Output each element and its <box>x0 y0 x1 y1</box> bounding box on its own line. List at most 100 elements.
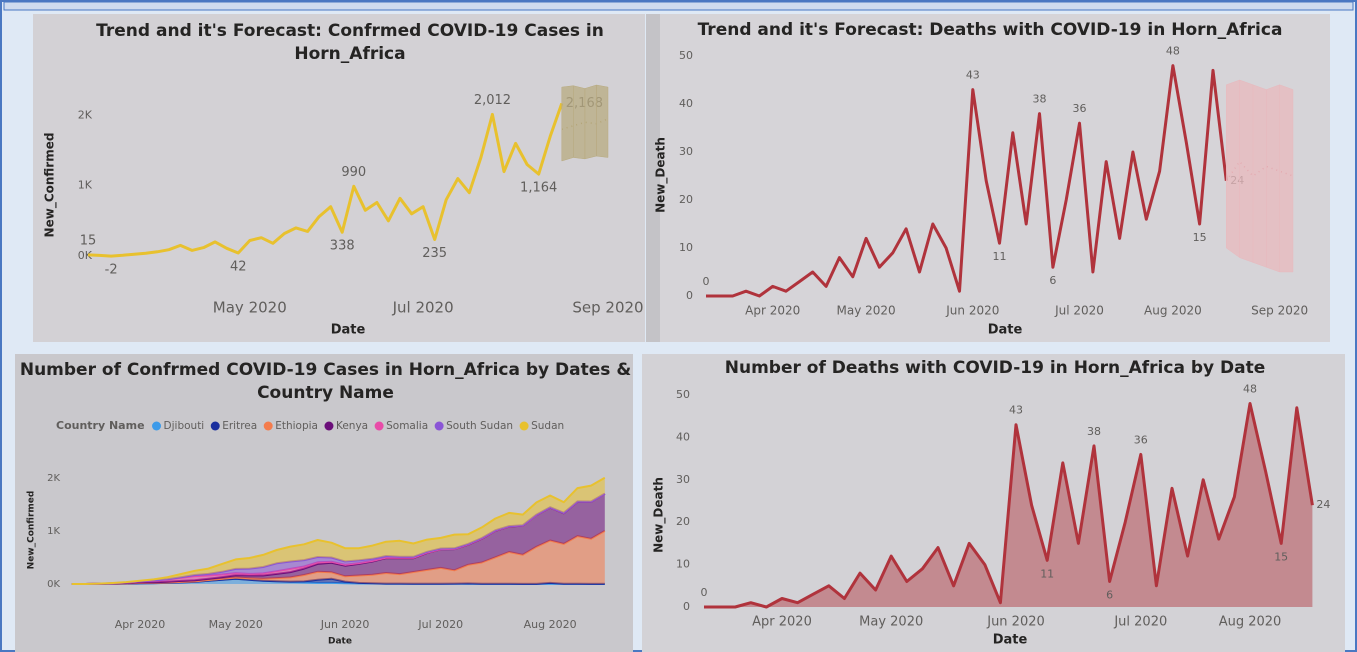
data-label: 15 <box>80 233 97 248</box>
data-label: 48 <box>1166 45 1180 58</box>
data-label: 38 <box>1087 425 1101 438</box>
legend-swatch <box>434 421 444 431</box>
forecast-band <box>1252 84 1267 268</box>
y-tick-label: 0 <box>686 289 693 302</box>
chart-title: Number of Deaths with COVID-19 in Horn_A… <box>724 358 1266 378</box>
x-axis-title: Date <box>331 323 366 338</box>
x-tick-label: Jul 2020 <box>392 299 454 317</box>
x-tick-label: May 2020 <box>837 304 896 318</box>
data-label: 36 <box>1134 433 1148 446</box>
x-tick-label: Jun 2020 <box>986 615 1045 630</box>
y-tick-label: 2K <box>47 473 60 484</box>
y-tick-label: 40 <box>679 97 693 110</box>
area <box>71 493 605 584</box>
y-tick-label: 30 <box>676 473 690 486</box>
data-label: 6 <box>1106 589 1113 602</box>
y-tick-label: 10 <box>676 558 690 571</box>
line <box>706 64 1228 298</box>
y-tick-label: 0K <box>78 249 93 262</box>
legend-label: Somalia <box>386 420 428 432</box>
data-label: 6 <box>1049 274 1056 287</box>
line <box>704 402 1314 609</box>
data-label: 1,164 <box>520 181 557 196</box>
panel <box>646 14 1330 342</box>
legend-label: South Sudan <box>446 420 513 432</box>
panel <box>15 354 633 652</box>
line <box>71 476 606 585</box>
legend-title: Country Name <box>56 419 145 432</box>
data-label: 11 <box>993 250 1007 263</box>
x-tick-label: Apr 2020 <box>752 615 812 630</box>
x-tick-label: Aug 2020 <box>1144 304 1202 318</box>
legend-label: Sudan <box>531 420 564 432</box>
data-label: 42 <box>230 260 247 275</box>
panel <box>33 14 645 342</box>
x-tick-label: Sep 2020 <box>572 299 643 317</box>
data-label: 24 <box>1316 498 1330 511</box>
y-tick-label: 1K <box>78 179 93 192</box>
data-label: 43 <box>1009 404 1023 417</box>
y-tick-label: 50 <box>676 388 690 401</box>
data-label: 15 <box>1193 231 1207 244</box>
x-tick-label: Jul 2020 <box>1113 615 1167 630</box>
forecast-band <box>596 84 609 158</box>
top-strip <box>3 1 1354 11</box>
x-axis-title: Date <box>988 323 1023 338</box>
data-label: 38 <box>1033 93 1047 106</box>
area <box>71 578 605 584</box>
legend-label: Eritrea <box>222 420 257 432</box>
data-label: 235 <box>422 246 447 261</box>
data-label: 2,012 <box>474 93 511 108</box>
legend-swatch <box>152 421 162 431</box>
y-axis-title: New_Confirmed <box>43 133 58 238</box>
x-tick-label: Jul 2020 <box>1054 304 1104 318</box>
chart-title: Trend and it's Forecast: Confrmed COVID-… <box>96 21 604 64</box>
data-label: 990 <box>341 165 366 180</box>
data-label: -2 <box>105 263 118 278</box>
forecast-band <box>1239 79 1254 263</box>
y-tick-label: 0 <box>683 600 690 613</box>
x-tick-label: Aug 2020 <box>1219 615 1282 630</box>
x-tick-label: Jul 2020 <box>417 618 463 631</box>
forecast-band <box>1279 84 1294 273</box>
data-label: 15 <box>1274 550 1288 563</box>
legend-swatch <box>324 421 334 431</box>
forecast-band <box>1266 84 1280 273</box>
y-tick-label: 20 <box>679 193 693 206</box>
chart-title: Trend and it's Forecast: Deaths with COV… <box>697 20 1283 40</box>
data-label: 338 <box>330 239 355 254</box>
legend-swatch <box>374 421 384 431</box>
panel <box>642 354 1345 652</box>
forecast-band <box>1226 79 1240 259</box>
x-tick-label: May 2020 <box>859 615 923 630</box>
y-axis-title: New_Death <box>652 477 667 553</box>
legend-swatch <box>263 421 273 431</box>
x-tick-label: Sep 2020 <box>1251 304 1308 318</box>
line <box>87 102 564 258</box>
data-label: 48 <box>1243 383 1257 396</box>
data-label: 36 <box>1073 102 1087 115</box>
y-tick-label: 50 <box>679 49 693 62</box>
data-label: 0 <box>701 586 708 599</box>
y-tick-label: 2K <box>78 108 93 121</box>
area <box>71 578 605 584</box>
legend-label: Kenya <box>336 420 368 432</box>
y-axis-title: New_Confirmed <box>27 491 37 570</box>
y-tick-label: 20 <box>676 515 690 528</box>
panel-edge <box>646 14 660 342</box>
data-label: 0 <box>703 275 710 288</box>
area <box>71 530 605 584</box>
y-tick-label: 30 <box>679 145 693 158</box>
legend-swatch <box>519 421 529 431</box>
y-tick-label: 0K <box>47 579 60 590</box>
x-tick-label: May 2020 <box>209 618 263 631</box>
x-axis-title: Date <box>993 633 1028 648</box>
forecast-band <box>573 85 586 160</box>
x-tick-label: Apr 2020 <box>115 618 166 631</box>
y-tick-label: 40 <box>676 430 690 443</box>
legend-label: Ethiopia <box>275 420 318 432</box>
data-label: 11 <box>1040 567 1054 580</box>
forecast-band <box>561 85 574 162</box>
